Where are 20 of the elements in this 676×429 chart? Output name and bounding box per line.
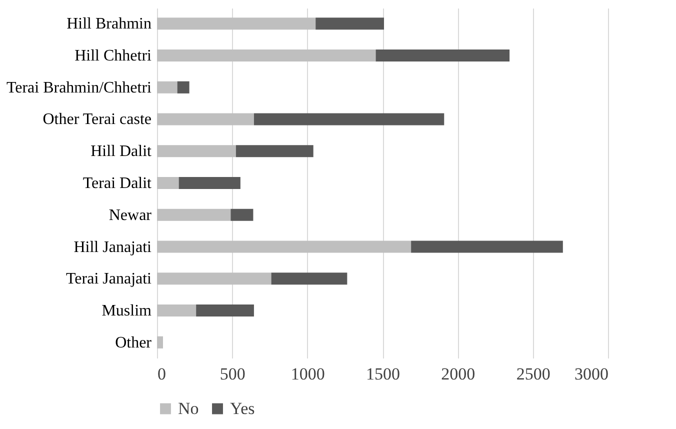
y-tick-label: Hill Dalit bbox=[90, 143, 152, 160]
y-tick-label: Hill Chhetri bbox=[74, 47, 152, 64]
y-tick-label: Terai Janajati bbox=[66, 270, 152, 288]
y-tick-label: Hill Brahmin bbox=[66, 16, 152, 33]
x-tick-label: 2500 bbox=[516, 364, 550, 384]
x-tick-label: 2000 bbox=[441, 364, 476, 384]
y-tick-label: Terai Brahmin/Chhetri bbox=[6, 79, 152, 96]
y-tick-label: Other Terai caste bbox=[42, 111, 152, 128]
x-tick-label: 1000 bbox=[290, 364, 325, 384]
x-tick-label: 3000 bbox=[574, 364, 608, 384]
x-tick-label: 1500 bbox=[366, 364, 400, 384]
y-tick-label: Other bbox=[115, 334, 152, 352]
x-tick-label: 500 bbox=[220, 364, 246, 384]
y-tick-label: Terai Dalit bbox=[82, 175, 152, 192]
legend-label: Yes bbox=[230, 398, 255, 418]
y-tick-label: Newar bbox=[108, 206, 152, 224]
y-tick-label: Hill Janajati bbox=[74, 238, 152, 256]
legend-label: No bbox=[178, 398, 199, 418]
x-tick-label: 0 bbox=[158, 364, 166, 384]
y-tick-label: Muslim bbox=[102, 302, 152, 320]
